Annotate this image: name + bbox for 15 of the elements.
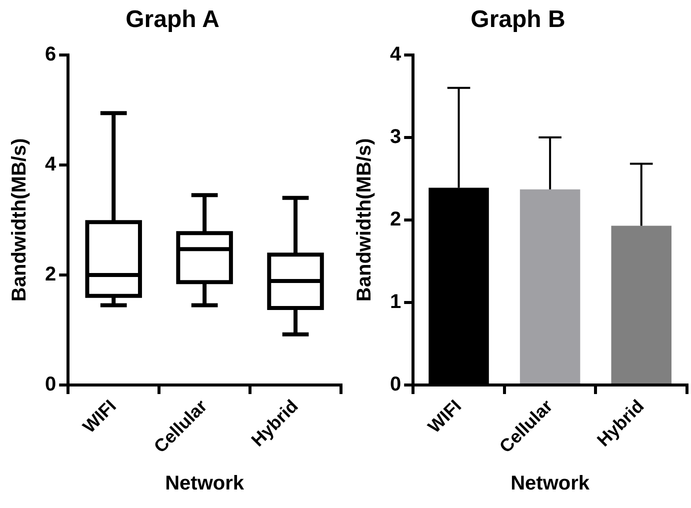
y-tick-label: 6 [45, 43, 56, 66]
y-tick-label: 4 [45, 153, 57, 176]
y-tick-label: 1 [390, 290, 402, 313]
y-tick-label: 2 [45, 263, 56, 286]
x-axis-title: Network [165, 472, 245, 495]
y-tick-label: 4 [390, 43, 402, 66]
y-axis-title: Bandwidth(MB/s) [354, 138, 376, 302]
y-tick-label: 0 [390, 374, 402, 396]
y-axis-title: Bandwidth(MB/s) [8, 138, 31, 302]
chart-title: Graph B [470, 6, 566, 34]
x-axis-title: Network [510, 472, 590, 495]
y-tick-label: 3 [390, 126, 402, 148]
y-tick-label: 2 [390, 208, 402, 230]
chart-title: Graph A [126, 6, 220, 34]
y-tick-label: 0 [45, 374, 56, 396]
